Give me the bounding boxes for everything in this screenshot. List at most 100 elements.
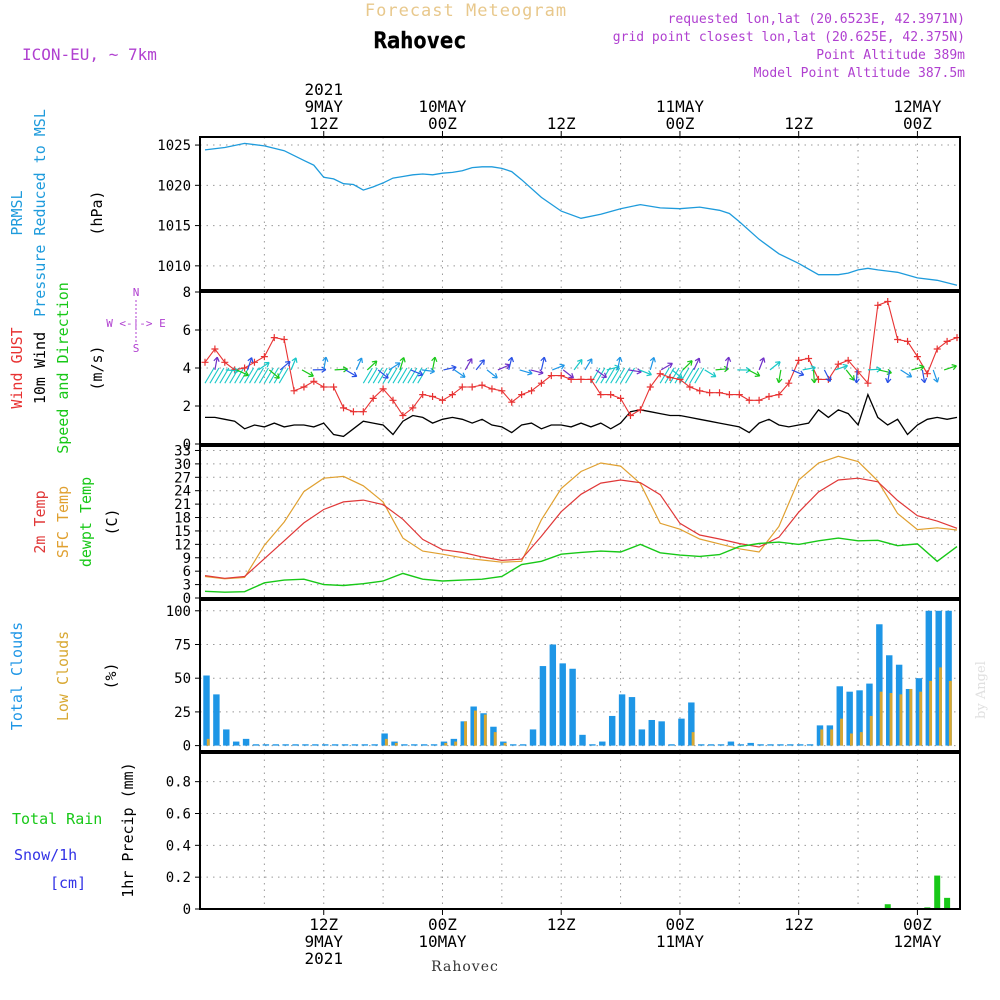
wind-arrowhead: [538, 369, 544, 376]
wind-hatch-stroke: [689, 367, 700, 384]
time-label: 12Z: [547, 915, 576, 934]
wind-arrowhead: [577, 358, 583, 365]
wind-hatch-stroke: [268, 367, 279, 384]
wind-gust-marker: [716, 389, 724, 397]
wind-arrow: [573, 359, 583, 371]
wind-gust-marker: [646, 383, 654, 391]
y-tick-label: 75: [174, 637, 191, 653]
low-clouds-bar: [909, 688, 913, 746]
wind-arrowhead: [842, 363, 849, 370]
wind-arrow: [887, 369, 891, 383]
model-name: ICON-EU, ~ 7km: [22, 45, 157, 64]
total-clouds-bar: [618, 694, 626, 746]
wind-arrowhead: [322, 356, 329, 362]
time-label: 12Z: [547, 114, 576, 133]
total-clouds-bar: [282, 744, 289, 746]
rain-bar: [884, 904, 891, 909]
total-clouds-bar: [698, 744, 705, 746]
wind-arrow: [812, 369, 815, 383]
total-clouds-bar: [688, 702, 695, 746]
wind-10m-line: [205, 392, 958, 438]
wind-gust-marker: [854, 368, 862, 376]
wind-arrow: [845, 369, 855, 381]
wind-arrow: [791, 369, 804, 376]
time-label: 00Z: [428, 915, 457, 934]
wind-gust-marker: [894, 336, 902, 343]
wind-arrowhead: [810, 378, 818, 384]
wind-arrowhead: [759, 357, 766, 363]
wind-arrow: [301, 369, 314, 377]
wind-hatch-stroke: [412, 367, 423, 384]
total-clouds-bar: [252, 744, 260, 746]
wind-arrow: [660, 362, 673, 371]
wind-gust-marker: [241, 364, 249, 372]
wind-gust-marker: [359, 408, 367, 416]
wind-arrow: [323, 356, 327, 371]
wind-hatch-stroke: [372, 367, 383, 384]
pressure-label: PRMSL: [8, 190, 26, 235]
wind-arrowhead: [431, 356, 438, 363]
total-clouds-bar: [836, 686, 843, 746]
wind-arrow: [921, 369, 926, 383]
wind-arrowhead: [933, 377, 940, 383]
wind-arrow: [855, 369, 858, 383]
panel-frame-precip: [199, 752, 961, 910]
wind-gust-marker: [389, 396, 397, 404]
clouds-unit: (%): [102, 662, 120, 689]
wind-gust-marker: [310, 377, 318, 385]
total-clouds-bar: [658, 721, 665, 746]
wind-arrow: [421, 369, 435, 373]
wind-arrow: [410, 369, 424, 376]
wind-hatch-stroke: [684, 367, 695, 384]
wind-arrow: [595, 369, 607, 378]
time-label: 10MAY: [418, 932, 467, 951]
wind-arrow: [835, 364, 848, 371]
wind-gust-marker: [725, 391, 733, 399]
total-clouds-bar: [876, 624, 883, 746]
total-clouds-bar: [371, 744, 378, 746]
y-tick-label: 1025: [157, 138, 191, 154]
low-clouds-bar: [820, 729, 824, 746]
station-title: Rahovec: [374, 29, 467, 54]
wind-arrowhead: [383, 373, 389, 379]
wind-hatch-stroke: [204, 367, 215, 384]
wind-gust-marker: [330, 383, 338, 391]
wind-gust-marker: [448, 391, 456, 399]
total-clouds-bar: [678, 718, 685, 746]
wind-arrow: [486, 369, 498, 379]
wind-gust-marker: [587, 375, 595, 383]
total-clouds-bar: [351, 744, 359, 746]
product-title: Forecast Meteogram: [365, 1, 567, 21]
footer-station: Rahovec: [431, 959, 499, 975]
wind-gust-marker: [775, 391, 783, 399]
low-clouds-bar: [384, 738, 388, 746]
total-clouds-bar: [727, 741, 735, 746]
total-clouds-bar: [638, 729, 646, 746]
total-clouds-bar: [935, 610, 942, 746]
low-clouds-label: Low Clouds: [54, 631, 72, 721]
wind-gust-marker: [488, 385, 496, 393]
time-label: 00Z: [665, 114, 694, 133]
total-clouds-bar: [915, 678, 923, 746]
pressure-sublabel: Pressure Reduced to MSL: [31, 109, 49, 317]
wind-hatch-stroke: [258, 367, 269, 384]
time-label: 12Z: [309, 915, 338, 934]
total-clouds-bar: [331, 744, 339, 746]
wind-arrow: [279, 360, 291, 371]
total-clouds-bar: [668, 744, 675, 746]
wind-hatch-stroke: [278, 367, 289, 384]
wind-arrow: [671, 369, 683, 379]
wind-arrow: [246, 357, 253, 371]
wind-hatch-stroke: [615, 367, 626, 384]
total-clouds-bar: [242, 738, 250, 746]
low-clouds-bar: [493, 732, 497, 746]
total-clouds-bar: [608, 715, 616, 746]
wind-unit: (m/s): [88, 345, 106, 390]
total-clouds-bar: [500, 741, 507, 746]
wind-arrow: [778, 369, 782, 383]
total-clouds-bar: [361, 744, 369, 746]
wind-arrow: [258, 362, 270, 371]
wind-arrow: [443, 366, 457, 371]
time-label: 12Z: [784, 114, 813, 133]
